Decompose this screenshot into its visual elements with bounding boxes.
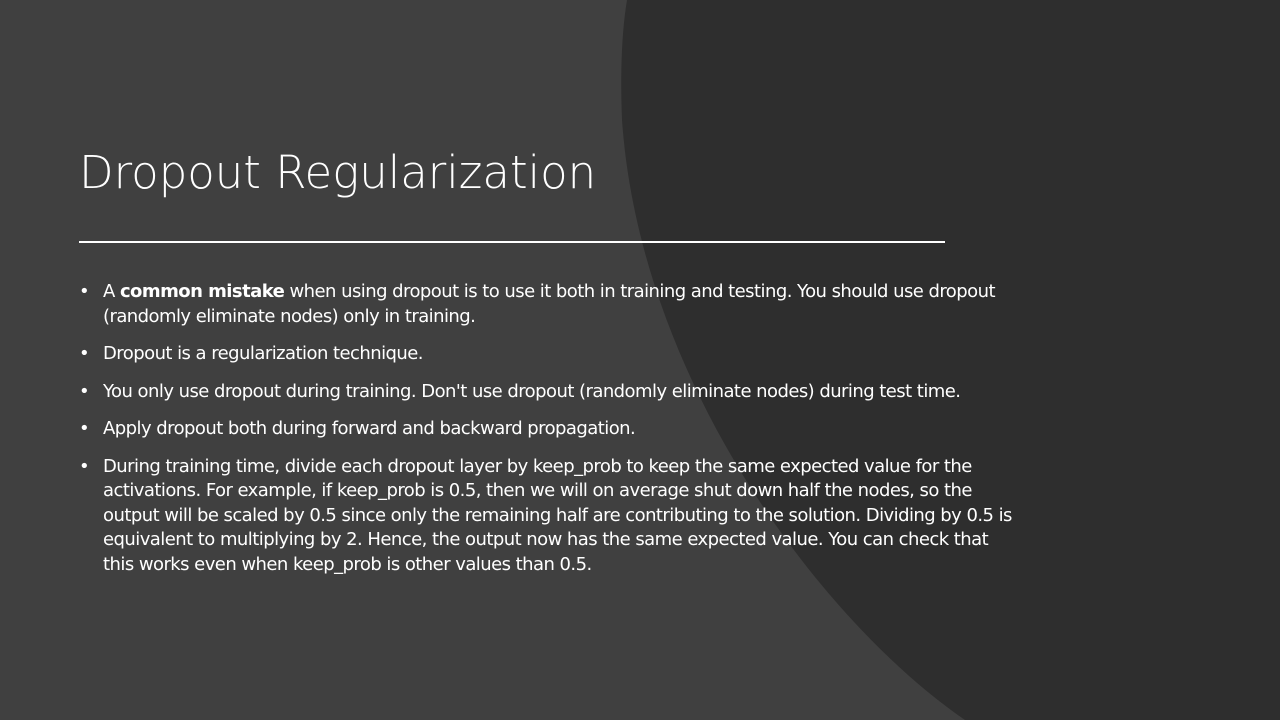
bullet-dot: •: [79, 455, 90, 477]
bullet-dot: •: [79, 281, 90, 302]
bullet-text: Dropout is a regularization technique.: [103, 343, 424, 364]
bullet-text-bold: common mistake: [119, 281, 285, 302]
bullet-item-forward-backward: • Apply dropout both during forward and …: [79, 417, 1014, 442]
bullet-dot: •: [79, 418, 90, 439]
bullet-text-suffix: when using dropout is to use it both in …: [103, 281, 996, 327]
background-arc-path: [621, 0, 1280, 720]
bullet-text: Apply dropout both during forward and ba…: [103, 418, 636, 439]
bullet-item-common-mistake: • A common mistake when using dropout is…: [79, 280, 1014, 329]
bullet-list: • A common mistake when using dropout is…: [79, 280, 1014, 590]
bullet-item-regularization-technique: • Dropout is a regularization technique.: [79, 342, 1014, 367]
bullet-item-keep-prob: • During training time, divide each drop…: [79, 455, 1014, 578]
slide-title: Dropout Regularization: [79, 146, 597, 199]
bullet-item-training-only: • You only use dropout during training. …: [79, 380, 1014, 405]
bullet-text-prefix: A: [103, 281, 120, 302]
title-underline: [79, 241, 945, 243]
bullet-dot: •: [79, 343, 90, 364]
bullet-text: You only use dropout during training. Do…: [103, 380, 961, 402]
bullet-dot: •: [79, 380, 90, 402]
bullet-text: During training time, divide each dropou…: [103, 455, 1012, 575]
